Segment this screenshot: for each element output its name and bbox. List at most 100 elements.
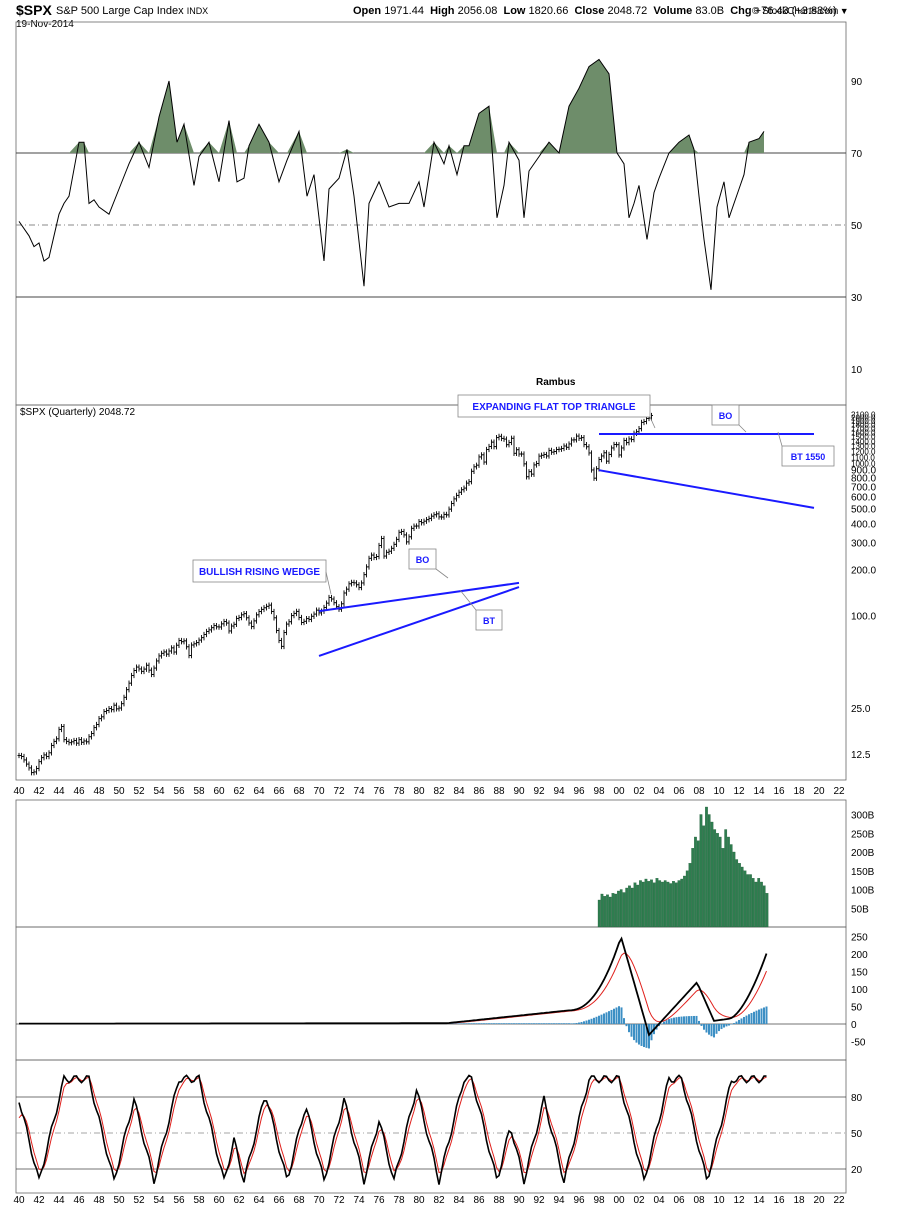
macd-histogram-bar [640,1024,643,1046]
x-tick-label: 04 [653,786,665,797]
volume-tick-label: 250B [851,829,875,840]
macd-tick-label: 100 [851,985,868,996]
x-tick-label: 40 [13,786,25,797]
stockcharts-credit: © StockCharts.com [752,6,839,17]
price-panel [15,404,847,781]
x-tick-label: 92 [533,786,545,797]
macd-histogram-bar [765,1006,768,1024]
volume-bar [762,885,766,928]
x-tick-label-bottom: 80 [413,1195,425,1206]
flat-top-triangle-label-box [457,394,651,418]
macd-histogram-bar [578,1022,580,1024]
macd-histogram-bar [610,1009,613,1024]
macd-histogram-bar [743,1016,745,1024]
x-tick-label: 76 [373,786,385,797]
x-tick-label: 82 [433,786,445,797]
rising-wedge-label-box [192,559,327,583]
volume-bar [738,863,741,928]
volume-bar [611,893,615,928]
macd-histogram-bar [760,1008,763,1024]
volume-bar [663,880,667,928]
x-tick-label-bottom: 70 [313,1195,325,1206]
x-tick-label-bottom: 22 [833,1195,845,1206]
stoch-tick-label: 20 [851,1165,863,1176]
macd-histogram-bar [583,1021,585,1024]
volume-bar [633,882,637,928]
macd-tick-label: 50 [851,1003,863,1014]
macd-histogram-bar [458,1023,460,1024]
x-tick-label: 70 [313,786,325,797]
price-tick-label: 25.0 [851,704,871,715]
volume-bar [740,866,744,928]
price-tick-label: 200.0 [851,566,876,577]
rsi-overbought-fill [19,59,764,153]
volume-bar [765,893,769,928]
macd-histogram-bar [600,1014,603,1024]
macd-histogram-bar [568,1023,570,1024]
x-tick-label: 22 [833,786,845,797]
x-tick-label: 90 [513,786,525,797]
x-tick-label-bottom: 60 [213,1195,225,1206]
volume-bar [710,821,714,928]
x-tick-label-bottom: 04 [653,1195,665,1206]
macd-histogram-bar [470,1023,473,1024]
volume-bar [683,875,686,928]
volume-bar [644,878,648,928]
x-tick-label-bottom: 86 [473,1195,485,1206]
macd-histogram-bar [485,1023,488,1024]
x-tick-label: 46 [73,786,85,797]
macd-histogram-bar [573,1023,575,1024]
volume-bar [628,885,631,928]
macd-histogram-bar [755,1010,758,1024]
x-tick-label: 72 [333,786,345,797]
macd-histogram-bar [620,1007,623,1024]
x-tick-label-bottom: 42 [33,1195,45,1206]
x-tick-label: 98 [593,786,605,797]
volume-bar [760,881,763,928]
macd-histogram-bar [513,1023,515,1024]
volume-bar [666,881,670,928]
macd-histogram-bar [710,1024,713,1037]
x-tick-label-bottom: 98 [593,1195,605,1206]
volume-bar [749,874,752,928]
macd-histogram-bar [628,1024,630,1033]
x-tick-label: 42 [33,786,45,797]
volume-bar [732,851,736,928]
x-tick-label: 14 [753,786,765,797]
macd-histogram-bar [695,1015,698,1024]
volume-bar [639,880,642,928]
macd-histogram-bar [748,1014,750,1024]
price-tick-label: 1600.0 [851,428,876,437]
volume-bar [677,880,681,928]
macd-histogram-bar [688,1016,690,1024]
rsi-panel [15,21,847,406]
macd-histogram-bar [585,1020,588,1024]
macd-histogram-bar [463,1023,465,1024]
macd-histogram-bar [665,1020,668,1024]
macd-histogram-bar [648,1024,650,1049]
breakout-label-2-pointer [738,424,747,433]
price-tick-label: 1500.0 [851,433,876,442]
x-tick-label: 52 [133,786,145,797]
x-tick-label-bottom: 20 [813,1195,825,1206]
macd-histogram-bar [580,1021,583,1024]
volume-bar [655,878,659,928]
macd-histogram-bar [670,1018,673,1024]
macd-histogram-bar [700,1024,703,1026]
macd-histogram-bar [480,1023,483,1024]
macd-histogram-bar [503,1023,505,1024]
volume-bar [658,880,662,928]
macd-histogram-bar [753,1011,755,1024]
quote-date: 19-Nov-2014 [16,19,74,30]
volume-bar [641,881,645,928]
x-tick-label: 68 [293,786,305,797]
price-tick-label: 1900.0 [851,417,876,426]
volume-bar [754,881,758,928]
x-tick-label-bottom: 56 [173,1195,185,1206]
volume-bar [650,879,653,928]
volume-bar [721,848,725,928]
macd-histogram-bar [595,1016,598,1024]
volume-bar [680,878,684,928]
volume-bar [619,889,623,928]
volume-bar [630,887,634,928]
